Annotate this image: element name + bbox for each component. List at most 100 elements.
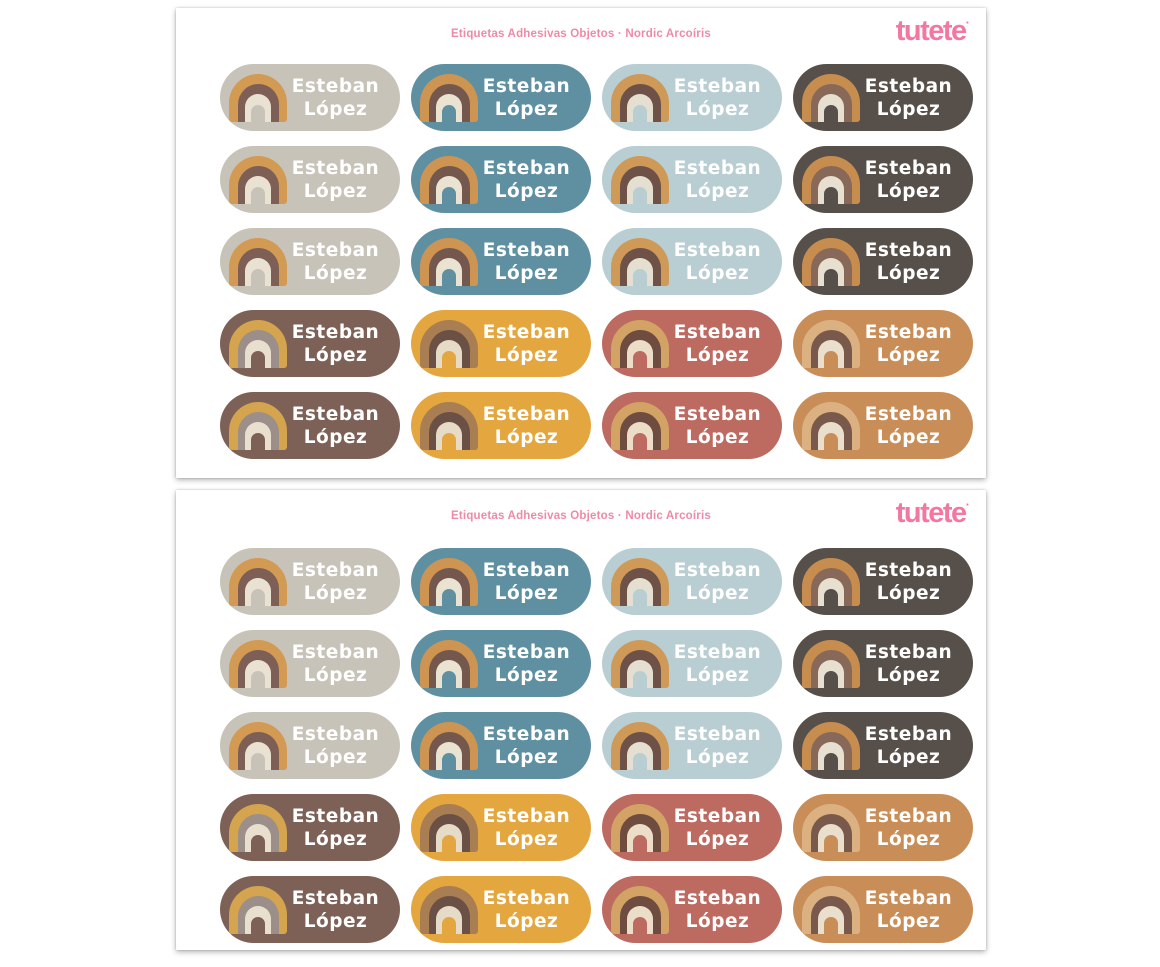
rainbow-arc-hole (251, 432, 265, 450)
label-first-name: Esteban (482, 559, 571, 581)
rainbow-arc-hole (633, 834, 647, 852)
label-first-name: Esteban (673, 723, 762, 745)
rainbow-icon (611, 639, 669, 688)
rainbow-icon (802, 639, 860, 688)
sticker-label-camel: Esteban López (793, 310, 973, 377)
rainbow-arc-hole (251, 670, 265, 688)
label-last-name: López (303, 426, 368, 448)
rainbow-icon (802, 885, 860, 934)
sticker-label-mustard: Esteban López (411, 794, 591, 861)
label-last-name: López (685, 98, 750, 120)
label-last-name: López (303, 262, 368, 284)
label-last-name: López (685, 344, 750, 366)
rainbow-arc-hole (442, 834, 456, 852)
label-name: Esteban López (860, 403, 973, 449)
sticker-label-lightblue: Esteban López (602, 228, 782, 295)
sticker-label-terracotta: Esteban López (602, 310, 782, 377)
label-first-name: Esteban (673, 887, 762, 909)
label-name: Esteban López (860, 157, 973, 203)
label-name: Esteban López (669, 723, 782, 769)
label-last-name: López (303, 664, 368, 686)
label-name: Esteban López (669, 641, 782, 687)
rainbow-arc-hole (824, 670, 838, 688)
label-grid: Esteban López Esteban López Esteban López Este… (220, 548, 973, 943)
label-name: Esteban López (287, 723, 400, 769)
label-last-name: López (876, 910, 941, 932)
label-last-name: López (494, 98, 559, 120)
label-first-name: Esteban (291, 321, 380, 343)
brand-trademark-dot: · (965, 497, 970, 512)
rainbow-arc-hole (251, 186, 265, 204)
label-name: Esteban López (669, 75, 782, 121)
sticker-label-beige: Esteban López (220, 630, 400, 697)
rainbow-arc-hole (442, 268, 456, 286)
sticker-label-darktaupe: Esteban López (793, 64, 973, 131)
rainbow-arc-hole (633, 588, 647, 606)
label-last-name: López (876, 180, 941, 202)
label-first-name: Esteban (673, 805, 762, 827)
label-last-name: López (876, 262, 941, 284)
label-name: Esteban López (478, 321, 591, 367)
label-first-name: Esteban (673, 403, 762, 425)
label-last-name: López (303, 828, 368, 850)
rainbow-icon (420, 237, 478, 286)
rainbow-icon (229, 155, 287, 204)
rainbow-icon (611, 155, 669, 204)
sticker-sheet-sheet-1: Etiquetas Adhesivas Objetos · Nordic Arc… (176, 8, 986, 478)
rainbow-arc-hole (633, 432, 647, 450)
rainbow-arc-hole (824, 834, 838, 852)
rainbow-icon (420, 155, 478, 204)
label-last-name: López (303, 910, 368, 932)
label-first-name: Esteban (864, 403, 953, 425)
sticker-label-beige: Esteban López (220, 146, 400, 213)
label-first-name: Esteban (482, 641, 571, 663)
label-name: Esteban López (287, 403, 400, 449)
label-last-name: López (494, 426, 559, 448)
label-name: Esteban López (478, 157, 591, 203)
sticker-label-beige: Esteban López (220, 64, 400, 131)
rainbow-icon (611, 73, 669, 122)
rainbow-icon (229, 639, 287, 688)
rainbow-arc-hole (442, 350, 456, 368)
rainbow-icon (802, 155, 860, 204)
rainbow-arc-hole (824, 752, 838, 770)
sticker-label-camel: Esteban López (793, 794, 973, 861)
label-first-name: Esteban (482, 75, 571, 97)
rainbow-arc-hole (251, 916, 265, 934)
label-last-name: López (685, 910, 750, 932)
rainbow-arc-hole (442, 186, 456, 204)
rainbow-arc-hole (824, 268, 838, 286)
sticker-label-beige: Esteban López (220, 228, 400, 295)
label-first-name: Esteban (864, 321, 953, 343)
rainbow-arc-hole (824, 350, 838, 368)
sticker-label-mauve: Esteban López (220, 392, 400, 459)
label-first-name: Esteban (291, 805, 380, 827)
sticker-label-lightblue: Esteban López (602, 64, 782, 131)
rainbow-icon (802, 803, 860, 852)
sticker-label-darktaupe: Esteban López (793, 548, 973, 615)
rainbow-arc-hole (442, 104, 456, 122)
rainbow-icon (802, 319, 860, 368)
sticker-label-beige: Esteban López (220, 712, 400, 779)
tutete-logo: tutete· (896, 15, 970, 48)
rainbow-arc-hole (251, 588, 265, 606)
label-name: Esteban López (860, 239, 973, 285)
label-last-name: López (494, 746, 559, 768)
label-first-name: Esteban (291, 641, 380, 663)
label-name: Esteban López (669, 887, 782, 933)
sticker-label-lightblue: Esteban López (602, 712, 782, 779)
label-name: Esteban López (669, 559, 782, 605)
label-last-name: López (494, 344, 559, 366)
sticker-label-teal: Esteban López (411, 712, 591, 779)
label-name: Esteban López (478, 75, 591, 121)
label-name: Esteban López (669, 157, 782, 203)
sticker-label-teal: Esteban López (411, 146, 591, 213)
label-first-name: Esteban (482, 321, 571, 343)
label-name: Esteban López (669, 403, 782, 449)
rainbow-icon (611, 803, 669, 852)
sticker-label-teal: Esteban López (411, 64, 591, 131)
label-name: Esteban López (860, 559, 973, 605)
rainbow-arc-hole (251, 834, 265, 852)
rainbow-icon (420, 401, 478, 450)
